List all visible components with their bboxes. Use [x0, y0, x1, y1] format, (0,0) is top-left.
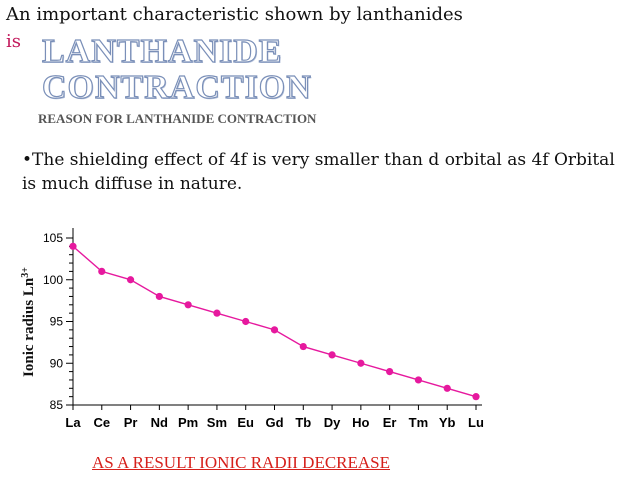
x-tick-label: Eu [237, 415, 254, 430]
series [69, 242, 480, 401]
data-point [126, 276, 135, 284]
headline-line-1: LANTHANIDE [41, 33, 283, 70]
bullet-text: •The shielding effect of 4f is very smal… [22, 150, 615, 194]
x-tick-label: Dy [324, 415, 341, 430]
x-tick-label: Nd [151, 415, 168, 430]
x-tick-label: Ho [352, 415, 369, 430]
x-tick-label: Pm [178, 415, 198, 430]
x-tick-label: Tm [409, 415, 429, 430]
intro-text: An important characteristic shown by lan… [6, 4, 463, 25]
x-tick-label: Tb [295, 415, 311, 430]
data-point [155, 292, 163, 301]
y-tick-label: 90 [50, 356, 64, 370]
data-point [357, 359, 365, 367]
data-point [184, 301, 192, 309]
y-tick-label: 85 [50, 398, 64, 412]
y-axis-label: Ionic radius Ln3+ [20, 267, 38, 377]
x-tick-label: Pr [124, 415, 138, 430]
x-tick-label: Ce [93, 415, 110, 430]
data-point [472, 393, 480, 401]
data-point [386, 368, 394, 376]
y-tick-label: 95 [50, 315, 64, 329]
x-tick-label: Er [383, 415, 397, 430]
series-line [72, 245, 477, 398]
data-point [69, 242, 77, 250]
x-tick-label: Sm [207, 415, 227, 430]
ionic-radius-chart: Ionic radius Ln3+ 85 90 95 100 105 La Ce Pr Nd Pm… [20, 228, 484, 430]
data-point [414, 376, 423, 384]
conclusion-text: AS A RESULT IONIC RADII DECREASE [92, 453, 391, 472]
data-point [213, 309, 221, 317]
data-point [443, 384, 451, 392]
headline-line-2: CONTRACTION [41, 69, 312, 106]
y-axis-label-superscript: 3+ [20, 267, 31, 278]
data-point [299, 342, 307, 351]
data-point [270, 326, 279, 334]
data-point [328, 351, 336, 359]
x-tick-label: Yb [439, 415, 456, 430]
x-tick-label: Gd [265, 415, 283, 430]
data-point [98, 267, 106, 275]
y-axis-title: Ionic radius Ln3+ [20, 267, 38, 377]
x-tick-label: La [65, 415, 81, 430]
y-tick-label: 100 [43, 273, 63, 287]
axes [72, 228, 482, 406]
data-point [242, 317, 250, 326]
x-tick-label: Lu [468, 415, 484, 430]
reason-heading: REASON FOR LANTHANIDE CONTRACTION [38, 111, 317, 126]
y-tick-label: 105 [43, 231, 63, 245]
ticks: 85 90 95 100 105 La Ce Pr Nd Pm Sm Eu Gd Tb Dy Ho Er Tm Yb… [43, 231, 484, 430]
intro-is-word: is [6, 31, 21, 52]
